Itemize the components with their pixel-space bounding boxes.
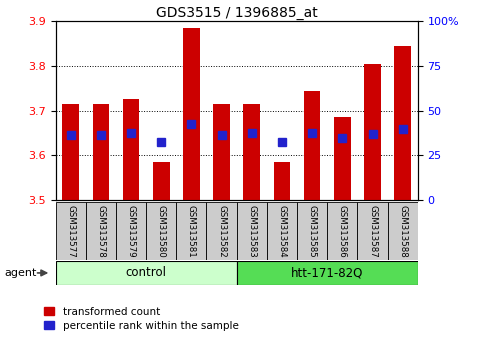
Text: GSM313579: GSM313579 [127, 205, 136, 257]
Text: agent: agent [5, 268, 37, 278]
Text: GSM313583: GSM313583 [247, 205, 256, 257]
Text: GSM313581: GSM313581 [187, 205, 196, 257]
Text: control: control [126, 267, 167, 279]
Bar [86, 202, 116, 260]
Bar [395, 46, 411, 200]
Text: GSM313586: GSM313586 [338, 205, 347, 257]
Bar [93, 104, 109, 200]
Bar [62, 104, 79, 200]
Bar [388, 202, 418, 260]
Bar [213, 104, 230, 200]
Bar [183, 28, 199, 200]
Bar [274, 162, 290, 200]
Text: GSM313584: GSM313584 [277, 205, 286, 257]
Bar [364, 64, 381, 200]
Text: htt-171-82Q: htt-171-82Q [291, 267, 363, 279]
Bar [123, 99, 139, 200]
Bar [304, 91, 320, 200]
Bar [237, 261, 418, 285]
Bar [297, 202, 327, 260]
Bar [334, 117, 351, 200]
Text: GSM313577: GSM313577 [66, 205, 75, 257]
Bar [243, 104, 260, 200]
Bar [267, 202, 297, 260]
Bar [56, 202, 86, 260]
Text: GSM313588: GSM313588 [398, 205, 407, 257]
Legend: transformed count, percentile rank within the sample: transformed count, percentile rank withi… [44, 307, 239, 331]
Text: GSM313580: GSM313580 [156, 205, 166, 257]
Text: GSM313585: GSM313585 [308, 205, 317, 257]
Title: GDS3515 / 1396885_at: GDS3515 / 1396885_at [156, 6, 317, 20]
Bar [207, 202, 237, 260]
Bar [176, 202, 207, 260]
Bar [153, 162, 170, 200]
Bar [237, 202, 267, 260]
Text: GSM313582: GSM313582 [217, 205, 226, 257]
Bar [116, 202, 146, 260]
Bar [357, 202, 388, 260]
Bar [327, 202, 357, 260]
Text: GSM313587: GSM313587 [368, 205, 377, 257]
Bar [56, 261, 237, 285]
Text: GSM313578: GSM313578 [96, 205, 105, 257]
Bar [146, 202, 176, 260]
